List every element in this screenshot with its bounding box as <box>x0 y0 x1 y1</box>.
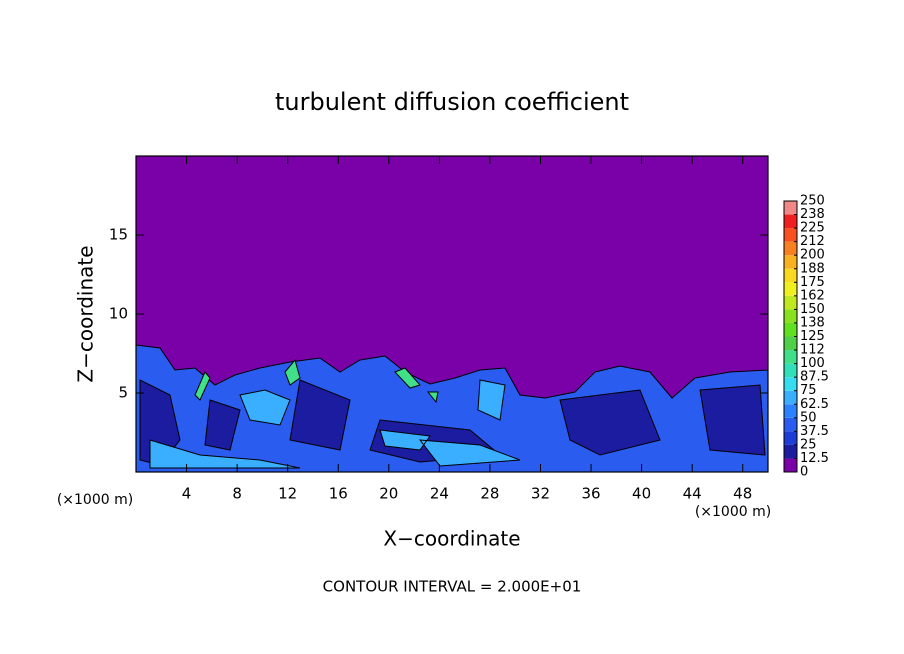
colorbar-swatch <box>784 336 797 351</box>
colorbar-label: 100 <box>800 356 825 371</box>
field-layer <box>149 379 521 469</box>
colorbar-label: 37.5 <box>800 424 829 439</box>
colorbar-swatch <box>784 350 797 364</box>
colorbar-swatch <box>784 390 797 405</box>
colorbar-label: 25 <box>800 437 817 452</box>
colorbar-swatch <box>784 241 797 256</box>
colorbar-swatch <box>784 214 797 229</box>
colorbar-swatch <box>784 282 797 296</box>
colorbar-label: 112 <box>800 343 825 358</box>
colorbar-label: 87.5 <box>800 370 829 385</box>
y-tick-label: 15 <box>109 226 128 244</box>
x-axis-label: X−coordinate <box>383 527 520 551</box>
colorbar-swatch <box>784 444 797 459</box>
x-tick-label: 16 <box>329 485 348 503</box>
field-layer <box>194 358 439 404</box>
x-axis-unit: (×1000 m) <box>695 504 771 520</box>
x-tick-label: 8 <box>232 485 242 503</box>
y-tick-label: 10 <box>109 305 128 323</box>
colorbar-swatch <box>784 268 797 283</box>
colorbar-label: 62.5 <box>800 397 829 412</box>
y-tick-label: 5 <box>118 384 128 402</box>
colorbar-label: 175 <box>800 275 825 290</box>
x-tick-label: 12 <box>278 485 297 503</box>
colorbar-label: 200 <box>800 248 825 263</box>
colorbar-swatch <box>784 201 797 215</box>
colorbar-label: 50 <box>800 410 817 425</box>
x-tick-label: 20 <box>379 485 398 503</box>
colorbar-label: 212 <box>800 234 825 249</box>
colorbar-swatch <box>784 417 797 432</box>
colorbar-swatch <box>784 404 797 418</box>
colorbar-swatch <box>784 363 797 378</box>
y-axis-unit: (×1000 m) <box>57 492 133 508</box>
colorbar-swatch <box>784 458 797 472</box>
field <box>135 156 769 473</box>
x-tick-label: 40 <box>632 485 651 503</box>
colorbar-label: 225 <box>800 221 825 236</box>
colorbar-label: 125 <box>800 329 825 344</box>
colorbar-label: 0 <box>800 465 808 480</box>
colorbar-swatch <box>784 322 797 337</box>
x-tick-label: 24 <box>430 485 449 503</box>
colorbar-label: 138 <box>800 315 825 330</box>
colorbar-label: 150 <box>800 302 825 317</box>
y-axis-label: Z−coordinate <box>74 245 98 382</box>
colorbar-label: 162 <box>800 288 825 303</box>
colorbar-swatch <box>784 295 797 310</box>
x-tick-label: 4 <box>182 485 192 503</box>
colorbar-label: 75 <box>800 383 817 398</box>
colorbar-label: 12.5 <box>800 451 829 466</box>
x-tick-label: 28 <box>480 485 499 503</box>
colorbar-label: 188 <box>800 261 825 276</box>
chart-title: turbulent diffusion coefficient <box>275 88 629 116</box>
colorbar-swatch <box>784 309 797 323</box>
x-tick-label: 36 <box>581 485 600 503</box>
colorbar-swatch <box>784 255 797 269</box>
x-tick-label: 44 <box>683 485 702 503</box>
colorbar-label: 238 <box>800 207 825 222</box>
colorbar-swatch <box>784 228 797 242</box>
contour-interval-note: CONTOUR INTERVAL = 2.000E+01 <box>323 578 582 596</box>
x-tick-label: 48 <box>733 485 752 503</box>
colorbar-swatch <box>784 377 797 391</box>
colorbar-swatch <box>784 431 797 445</box>
colorbar-label: 250 <box>800 194 825 209</box>
x-tick-label: 32 <box>531 485 550 503</box>
